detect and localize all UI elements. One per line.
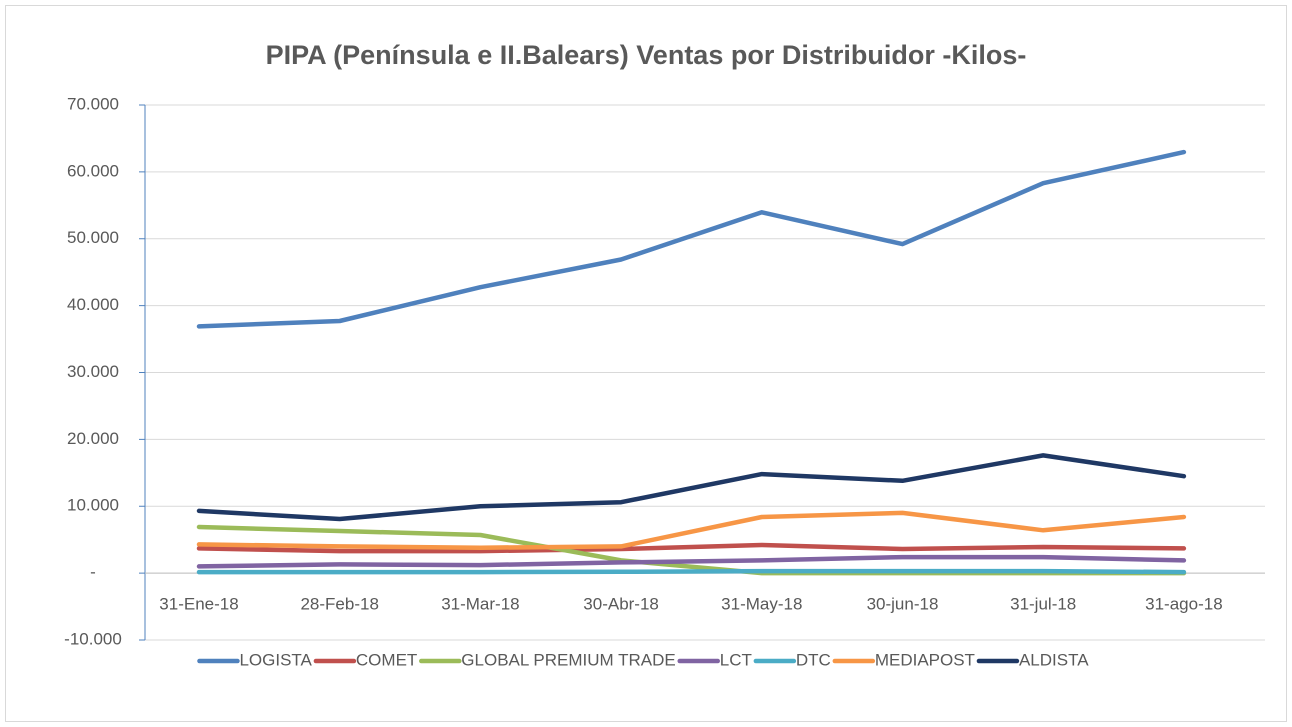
legend-label: ALDISTA (1019, 650, 1089, 669)
y-tick-label: 10.000 (67, 496, 119, 515)
legend-label: DTC (796, 650, 831, 669)
legend-label: LOGISTA (239, 650, 312, 669)
x-tick-label: 31-Ene-18 (159, 594, 238, 613)
x-tick-label: 31-ago-18 (1145, 594, 1223, 613)
legend-label: GLOBAL PREMIUM TRADE (461, 650, 675, 669)
x-tick-label: 31-jul-18 (1010, 594, 1076, 613)
legend: LOGISTA COMET GLOBAL PREMIUM TRADE LCT DTC ME… (197, 650, 1089, 669)
y-tick-label: 20.000 (67, 429, 119, 448)
chart-title: PIPA (Península e II.Balears) Ventas por… (266, 40, 1027, 70)
x-tick-label: 31-May-18 (721, 594, 802, 613)
series-line (196, 510, 1187, 550)
legend-label: COMET (356, 650, 417, 669)
legend-label: MEDIAPOST (875, 650, 975, 669)
x-tick-label: 30-Abr-18 (583, 594, 659, 613)
y-tick-label: 60.000 (67, 161, 119, 180)
series-line (196, 554, 1187, 569)
series-line (196, 149, 1187, 329)
x-tick-label: 31-Mar-18 (441, 594, 519, 613)
x-tick-label: 30-jun-18 (867, 594, 939, 613)
x-tick-label: 28-Feb-18 (300, 594, 378, 613)
series-line (196, 542, 1187, 554)
y-tick-label: 50.000 (67, 228, 119, 247)
y-tick-label: 40.000 (67, 295, 119, 314)
legend-label: LCT (720, 650, 752, 669)
y-tick-label: - (90, 563, 96, 582)
y-tick-label: -10.000 (64, 629, 122, 648)
y-tick-label: 30.000 (67, 362, 119, 381)
series-line (196, 568, 1187, 575)
series-line (196, 453, 1187, 522)
y-tick-label: 70.000 (67, 94, 119, 113)
chart-border (5, 5, 1287, 722)
